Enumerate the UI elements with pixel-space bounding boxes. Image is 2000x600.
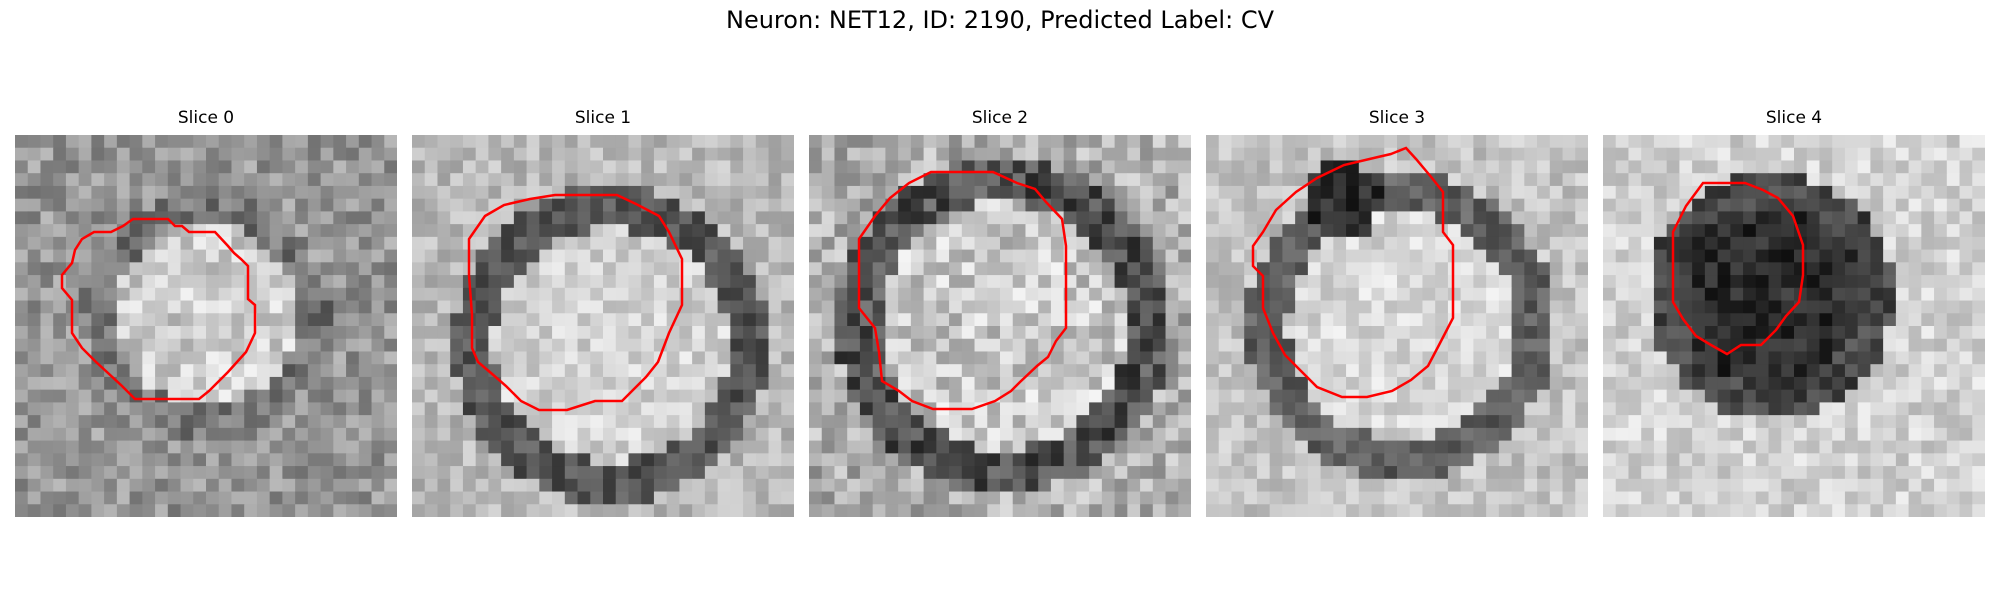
- pixel-grid: [412, 135, 794, 517]
- segmentation-contour: [467, 193, 684, 412]
- slice-image: [1603, 135, 1985, 517]
- slice-image: [1206, 135, 1588, 517]
- figure-title: Neuron: NET12, ID: 2190, Predicted Label…: [726, 6, 1274, 34]
- slice-title: Slice 3: [1368, 108, 1426, 128]
- segmentation-contour: [60, 217, 257, 401]
- slice-image: [412, 135, 794, 517]
- slice-title: Slice 2: [971, 108, 1029, 128]
- segmentation-contour: [1251, 146, 1455, 399]
- pixel-grid: [1206, 135, 1588, 517]
- slice-title: Slice 0: [177, 108, 235, 128]
- slice-title: Slice 1: [574, 108, 632, 128]
- pixel-grid: [15, 135, 397, 517]
- segmentation-contour: [857, 170, 1068, 411]
- slice-title: Slice 4: [1765, 108, 1823, 128]
- segmentation-contour: [1671, 181, 1805, 356]
- pixel-grid: [809, 135, 1191, 517]
- slice-image: [15, 135, 397, 517]
- pixel-grid: [1603, 135, 1985, 517]
- slice-image: [809, 135, 1191, 517]
